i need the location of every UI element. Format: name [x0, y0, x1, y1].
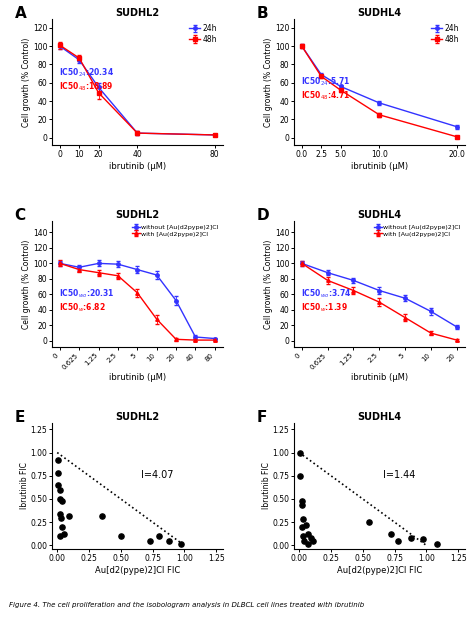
Text: Figure 4. The cell proliferation and the isobologram analysis in DLBCL cell line: Figure 4. The cell proliferation and the…: [9, 602, 365, 608]
Point: [365, 517, 373, 527]
Y-axis label: Cell growth (% Control): Cell growth (% Control): [22, 37, 31, 127]
Title: SUDHL4: SUDHL4: [357, 412, 401, 422]
Point: [56, 494, 64, 504]
Point: [419, 534, 426, 544]
Point: [55, 468, 62, 478]
Text: IC50$_{w}$:1.39: IC50$_{w}$:1.39: [301, 301, 348, 314]
Point: [65, 510, 73, 520]
Point: [98, 510, 106, 520]
Point: [297, 447, 304, 457]
Title: SUDHL2: SUDHL2: [115, 8, 159, 18]
Title: SUDHL2: SUDHL2: [115, 210, 159, 220]
X-axis label: ibrutinib (μM): ibrutinib (μM): [351, 162, 408, 170]
Point: [60, 529, 67, 539]
Point: [298, 496, 306, 506]
Y-axis label: Cell growth (% Control): Cell growth (% Control): [264, 239, 273, 329]
Point: [304, 529, 312, 539]
X-axis label: ibrutinib (μM): ibrutinib (μM): [109, 373, 166, 382]
Text: IC50$_{48}$:18.89: IC50$_{48}$:18.89: [59, 80, 114, 93]
Y-axis label: Ibrutinib FIC: Ibrutinib FIC: [20, 462, 29, 509]
Point: [117, 531, 125, 541]
Legend: without [Au(d2pype)2]Cl, with [Au(d2pype)2]Cl: without [Au(d2pype)2]Cl, with [Au(d2pype…: [131, 224, 219, 237]
Point: [301, 536, 308, 546]
X-axis label: Au[d2(pype)2]Cl FIC: Au[d2(pype)2]Cl FIC: [95, 566, 180, 575]
Point: [310, 536, 317, 546]
Point: [165, 536, 173, 546]
Text: D: D: [256, 208, 269, 223]
Legend: 24h, 48h: 24h, 48h: [429, 22, 461, 45]
X-axis label: Au[d2(pype)2]Cl FIC: Au[d2(pype)2]Cl FIC: [337, 566, 422, 575]
Point: [304, 539, 312, 548]
Point: [297, 470, 304, 480]
Text: IC50$_{24}$:20.34: IC50$_{24}$:20.34: [59, 67, 114, 79]
Y-axis label: Cell growth (% Control): Cell growth (% Control): [22, 239, 31, 329]
Text: IC50$_{wo}$:3.74: IC50$_{wo}$:3.74: [301, 288, 351, 300]
Point: [56, 485, 64, 495]
Point: [433, 539, 440, 548]
Title: SUDHL4: SUDHL4: [357, 210, 401, 220]
Text: I=1.44: I=1.44: [383, 470, 415, 480]
Text: B: B: [256, 6, 268, 21]
Text: IC50$_{48}$:4.71: IC50$_{48}$:4.71: [301, 89, 350, 102]
Point: [55, 455, 62, 465]
Legend: without [Au(d2pype)2]Cl, with [Au(d2pype)2]Cl: without [Au(d2pype)2]Cl, with [Au(d2pype…: [374, 224, 461, 237]
Point: [302, 520, 310, 530]
Point: [155, 531, 163, 541]
Point: [307, 533, 314, 543]
Text: C: C: [15, 208, 26, 223]
Y-axis label: Cell growth (% Control): Cell growth (% Control): [264, 37, 273, 127]
Point: [394, 536, 402, 546]
Point: [56, 531, 64, 541]
Text: I=4.07: I=4.07: [141, 470, 173, 480]
Point: [58, 496, 66, 506]
Point: [299, 531, 307, 541]
X-axis label: ibrutinib (μM): ibrutinib (μM): [351, 373, 408, 382]
Point: [56, 509, 64, 519]
Title: SUDHL2: SUDHL2: [115, 412, 159, 422]
Point: [387, 529, 394, 539]
Text: IC50$_{24}$:5.71: IC50$_{24}$:5.71: [301, 76, 350, 88]
Text: F: F: [256, 410, 267, 425]
Y-axis label: Ibrutinib FIC: Ibrutinib FIC: [262, 462, 271, 509]
Legend: 24h, 48h: 24h, 48h: [187, 22, 219, 45]
Text: IC50$_{w}$:6.82: IC50$_{w}$:6.82: [59, 301, 106, 314]
Point: [298, 522, 306, 532]
Point: [177, 539, 184, 548]
Point: [146, 536, 154, 546]
Point: [299, 514, 307, 524]
Title: SUDHL4: SUDHL4: [357, 8, 401, 18]
Point: [298, 500, 306, 510]
Text: E: E: [15, 410, 25, 425]
Point: [407, 533, 415, 543]
Text: A: A: [15, 6, 27, 21]
Point: [55, 480, 62, 490]
Point: [57, 514, 65, 524]
X-axis label: ibrutinib (μM): ibrutinib (μM): [109, 162, 166, 170]
Point: [58, 522, 66, 532]
Text: IC50$_{wo}$:20.31: IC50$_{wo}$:20.31: [59, 288, 115, 300]
